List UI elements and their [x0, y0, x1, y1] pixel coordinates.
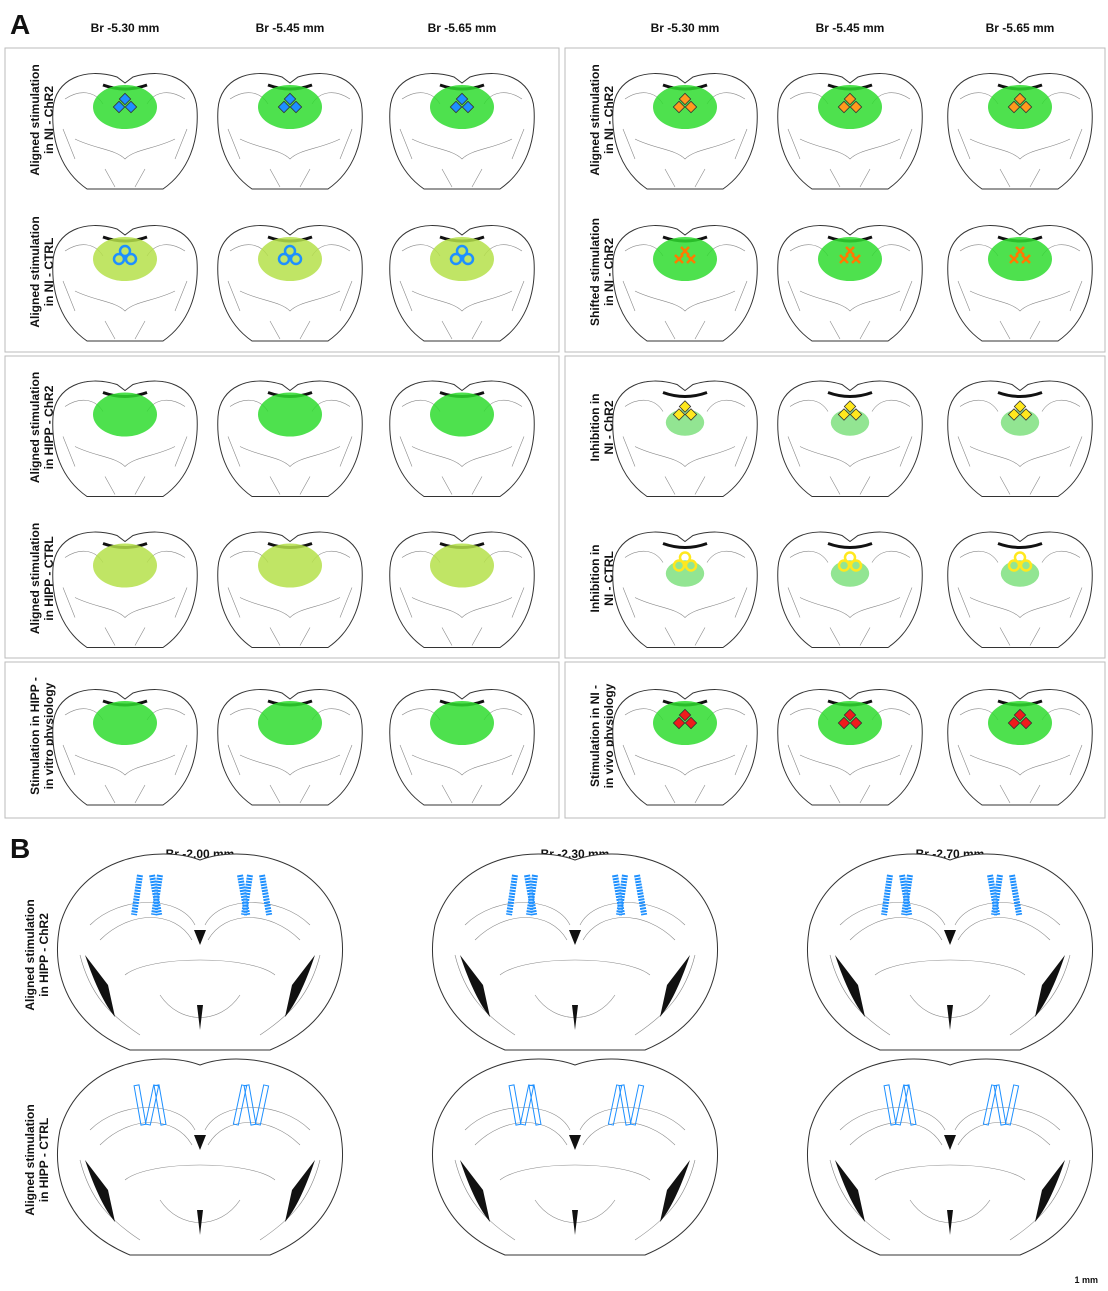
row-label-line: Shifted stimulation: [588, 218, 602, 326]
brain-slice: [613, 381, 757, 496]
brain-section: [808, 854, 1093, 1050]
slice-outline: [778, 381, 922, 496]
brain-slice: [53, 226, 197, 341]
brain-slice: [390, 532, 534, 647]
row-label: Aligned stimulationin NI - CTRL: [28, 216, 56, 327]
slice-outline: [948, 381, 1092, 496]
brain-section: [433, 854, 718, 1050]
row-label: Aligned stimulationin HIPP - CTRL: [28, 523, 56, 634]
scale-label: 1 mm: [1074, 1275, 1098, 1285]
row-label: Aligned stimulationin HIPP - CTRL: [23, 1104, 51, 1215]
brain-slice: [778, 74, 922, 189]
brain-slice: [218, 532, 362, 647]
expression-area: [1001, 409, 1039, 435]
brain-slice: [948, 226, 1092, 341]
row-label-line: Aligned stimulation: [28, 216, 42, 327]
brain-slice: [948, 381, 1092, 496]
expression-area: [430, 544, 494, 588]
expression-area: [666, 409, 704, 435]
column-header: Br -5.45 mm: [256, 21, 325, 35]
row-label: Aligned stimulationin HIPP - ChR2: [23, 899, 51, 1010]
column-header: Br -5.30 mm: [91, 21, 160, 35]
brain-slice: [218, 381, 362, 496]
row-label: Inhibition inNI - CTRL: [588, 545, 616, 613]
row-label: Stimulation in NI -in vivo physiology: [588, 683, 616, 788]
row-label-line: Aligned stimulation: [588, 64, 602, 175]
row-label: Stimulation in HIPP -in vitro physiology: [28, 677, 56, 795]
brain-slice: [218, 690, 362, 805]
row-label-line: Aligned stimulation: [23, 899, 37, 1010]
row-label-line: Aligned stimulation: [23, 1104, 37, 1215]
column-header: Br -5.65 mm: [428, 21, 497, 35]
panel-label: B: [10, 833, 30, 864]
row-label-line: Inhibition in: [588, 545, 602, 613]
brain-slice: [778, 532, 922, 647]
brain-section: [808, 1059, 1093, 1255]
row-label-line: in HIPP - ChR2: [37, 913, 51, 997]
row-label: Aligned stimulationin NI - ChR2: [28, 64, 56, 175]
brain-section: [433, 1059, 718, 1255]
column-header: Br -5.65 mm: [986, 21, 1055, 35]
slice-outline: [613, 381, 757, 496]
brain-slice: [53, 690, 197, 805]
brain-slice: [778, 690, 922, 805]
brain-slice: [390, 74, 534, 189]
row-label-line: Inhibition in: [588, 394, 602, 462]
row-label: Shifted stimulationin NI - ChR2: [588, 218, 616, 326]
expression-area: [831, 409, 869, 435]
brain-slice: [53, 381, 197, 496]
figure: A B 1 mm Br -5.30 mm Br -5.45 mm Br -5.65 …: [0, 0, 1108, 1291]
row-label: Aligned stimulationin HIPP - ChR2: [28, 372, 56, 483]
expression-area: [258, 544, 322, 588]
brain-slice: [948, 74, 1092, 189]
brain-slice: [53, 74, 197, 189]
expression-area: [93, 701, 157, 745]
brain-slice: [613, 690, 757, 805]
row-label-line: Aligned stimulation: [28, 64, 42, 175]
brain-slice: [53, 532, 197, 647]
expression-area: [653, 237, 717, 281]
expression-area: [93, 544, 157, 588]
slice-outline: [613, 532, 757, 647]
slice-outline: [948, 532, 1092, 647]
row-label-line: Stimulation in HIPP -: [28, 677, 42, 795]
row-label: Aligned stimulationin NI - ChR2: [588, 64, 616, 175]
brain-slice: [948, 690, 1092, 805]
row-label-line: Aligned stimulation: [28, 523, 42, 634]
column-header: Br -5.30 mm: [651, 21, 720, 35]
expression-area: [93, 393, 157, 437]
row-label-line: in HIPP - CTRL: [37, 1118, 51, 1202]
expression-area: [258, 393, 322, 437]
brain-section: [58, 1059, 343, 1255]
brain-slice: [613, 74, 757, 189]
brain-slice: [613, 532, 757, 647]
panel-label: A: [10, 9, 30, 40]
row-label: Inhibition inNI - ChR2: [588, 394, 616, 462]
brain-slice: [948, 532, 1092, 647]
expression-area: [258, 701, 322, 745]
expression-area: [430, 701, 494, 745]
brain-slice: [218, 74, 362, 189]
slice-outline: [778, 532, 922, 647]
row-label-line: Stimulation in NI -: [588, 685, 602, 787]
row-label-line: Aligned stimulation: [28, 372, 42, 483]
brain-slice: [778, 226, 922, 341]
column-header: Br -5.45 mm: [816, 21, 885, 35]
brain-section: [58, 854, 343, 1050]
brain-slice: [778, 381, 922, 496]
brain-slice: [613, 226, 757, 341]
brain-slice: [390, 381, 534, 496]
brain-slice: [218, 226, 362, 341]
brain-slice: [390, 690, 534, 805]
expression-area: [988, 237, 1052, 281]
brain-slice: [390, 226, 534, 341]
expression-area: [430, 393, 494, 437]
expression-area: [818, 237, 882, 281]
